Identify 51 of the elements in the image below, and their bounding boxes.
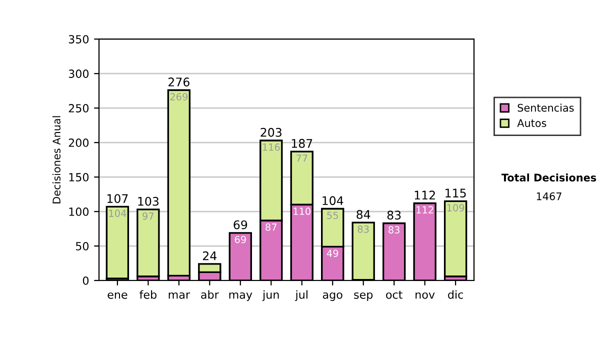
total-label: 187: [292, 138, 312, 148]
x-tick-label: feb: [140, 290, 156, 299]
y-tick-label: 0: [82, 276, 89, 285]
x-tick-label: jul: [295, 290, 308, 301]
y-tick-label: 50: [76, 242, 89, 250]
total-label: 115: [446, 188, 466, 198]
data-label: 109: [447, 204, 464, 212]
y-tick-label: 350: [68, 35, 89, 44]
x-tick-label: sep: [354, 292, 373, 301]
x-tick-label: dic: [448, 290, 463, 299]
total-label: 276: [168, 78, 190, 86]
y-axis-title: Decisiones Anual: [52, 116, 60, 204]
y-tick-label: 300: [68, 70, 89, 78]
total-label: 203: [260, 128, 282, 137]
total-label: 107: [107, 194, 128, 204]
data-label: 87: [266, 223, 276, 231]
data-label: 104: [109, 210, 126, 217]
x-tick-label: ene: [108, 292, 128, 299]
total-label: 83: [387, 210, 401, 220]
total-label: 24: [203, 251, 217, 260]
total-label: 112: [414, 190, 435, 200]
legend-label: Sentencias: [518, 104, 574, 112]
data-label: 83: [358, 225, 369, 233]
data-label: 55: [327, 212, 338, 220]
x-tick-label: jun: [262, 290, 279, 301]
x-tick-label: ago: [322, 292, 342, 301]
y-tick-label: 250: [68, 104, 89, 112]
x-tick-label: abr: [201, 290, 219, 299]
data-label: 97: [142, 212, 154, 220]
data-label: 69: [234, 236, 246, 244]
total-label: 69: [234, 220, 248, 230]
total-label: 84: [356, 210, 370, 219]
y-tick-label: 150: [69, 173, 89, 182]
x-tick-label: mar: [168, 292, 190, 299]
data-label: 77: [296, 154, 308, 162]
text: 1467: [536, 192, 562, 200]
data-label: 112: [416, 206, 434, 214]
data-label: 49: [326, 250, 338, 257]
x-tick-label: nov: [416, 292, 435, 299]
text: Total Decisiones: [501, 173, 596, 182]
data-label: 110: [294, 208, 310, 215]
x-tick-label: oct: [386, 290, 402, 299]
data-label: 83: [388, 226, 400, 234]
legend-label: Autos: [517, 119, 546, 128]
total-label: 103: [138, 196, 158, 206]
data-label: 269: [170, 93, 188, 100]
x-tick-label: may: [229, 292, 252, 301]
data-label: 116: [262, 143, 280, 151]
y-tick-label: 200: [68, 138, 89, 147]
total-label: 104: [322, 196, 344, 206]
y-tick-label: 100: [69, 208, 89, 216]
